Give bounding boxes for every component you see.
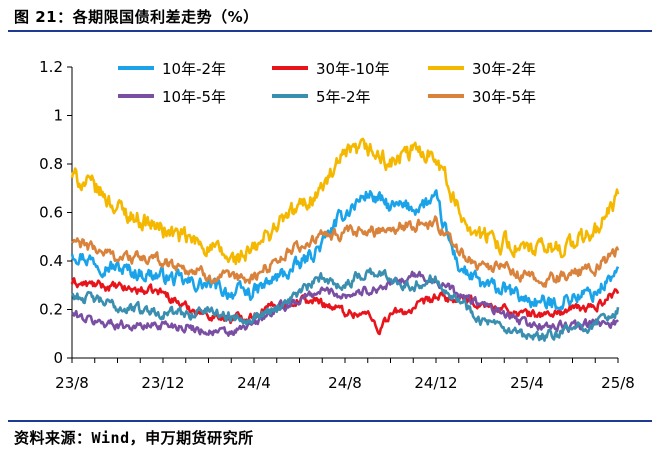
series-line-10y-2y [70, 189, 620, 312]
legend-label-10y-2y: 10年-2年 [162, 60, 226, 78]
top-rule [8, 30, 652, 32]
chart-axes: 0 0.2 0.4 0.6 0.8 1 1.2 23/8 23/12 24/4 24/8 24/12 2… [39, 58, 635, 392]
series-line-30y-5y [71, 215, 620, 288]
legend-label-30y-10y: 30年-10年 [316, 60, 390, 78]
y-tick-label: 0.4 [39, 252, 63, 270]
y-tick-label: 1.2 [39, 58, 63, 76]
x-tick-label: 24/8 [328, 374, 362, 392]
x-tick-label: 24/4 [237, 374, 271, 392]
y-tick-label: 0 [53, 349, 63, 367]
x-tick-label: 23/12 [141, 374, 184, 392]
y-tick-label: 0.2 [39, 301, 63, 319]
x-tick-label: 25/8 [601, 374, 635, 392]
legend-label-30y-2y: 30年-2年 [472, 60, 536, 78]
source-note: 资料来源：Wind，申万期货研究所 [14, 429, 254, 447]
x-tick-label: 25/4 [510, 374, 544, 392]
series-line-30y-10y [70, 277, 620, 336]
series-line-10y-5y [70, 270, 619, 337]
legend-label-10y-5y: 10年-5年 [162, 88, 226, 106]
bottom-rule [8, 420, 652, 422]
legend-label-30y-5y: 30年-5年 [472, 88, 536, 106]
figure-title: 图 21：各期限国债利差走势（%） [14, 8, 259, 26]
series-line-30y-2y [70, 137, 620, 266]
chart-series [70, 137, 620, 342]
y-tick-label: 1 [53, 107, 63, 125]
x-tick-label: 24/12 [414, 374, 457, 392]
legend-label-5y-2y: 5年-2年 [316, 88, 371, 106]
y-tick-label: 0.6 [39, 204, 63, 222]
chart-legend: 10年-2年 30年-10年 30年-2年 10年-5年 5年-2年 30年-5年 [118, 60, 536, 106]
y-tick-label: 0.8 [39, 155, 63, 173]
x-tick-label: 23/8 [55, 374, 89, 392]
series-line-5y-2y [71, 267, 620, 342]
